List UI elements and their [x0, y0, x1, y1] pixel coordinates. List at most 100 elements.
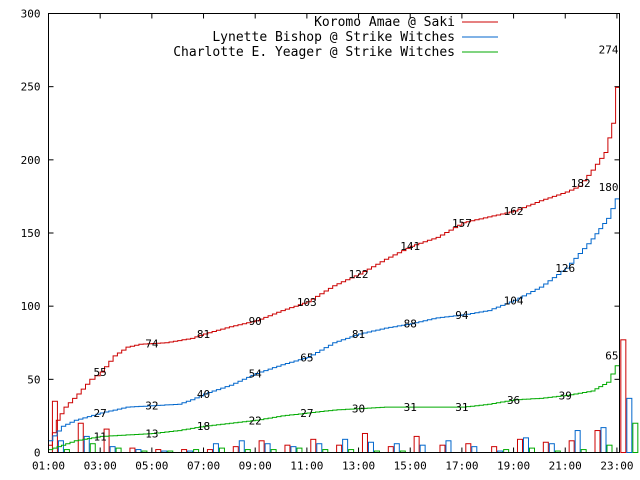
point-label: 27: [300, 407, 313, 420]
hourly-bar: [548, 443, 555, 454]
point-label: 74: [145, 337, 159, 350]
hourly-bar: [626, 397, 633, 453]
point-label: 182: [571, 177, 591, 190]
point-label: 81: [197, 328, 210, 341]
y-tick-label: 0: [34, 447, 41, 460]
plot-frame: [48, 13, 620, 453]
hourly-bar: [115, 447, 122, 453]
y-tick-label: 250: [21, 81, 41, 94]
hourly-bar: [606, 444, 613, 453]
hourly-bar: [218, 447, 225, 453]
point-label: 36: [507, 394, 520, 407]
x-tick-label: 19:00: [497, 460, 530, 473]
hourly-bar: [542, 441, 549, 453]
point-label: 90: [249, 315, 262, 328]
y-tick-label: 300: [21, 8, 41, 21]
hourly-bar: [342, 438, 349, 453]
y-tick-label: 150: [21, 227, 41, 240]
hourly-bar: [129, 447, 136, 453]
point-label: 13: [145, 427, 158, 440]
hourly-bar: [620, 339, 627, 453]
hourly-bar: [516, 438, 523, 453]
hourly-bar: [310, 438, 317, 453]
point-label: 31: [455, 401, 468, 414]
point-label: 31: [404, 401, 417, 414]
hourly-bar: [316, 443, 323, 454]
series-line: [48, 357, 620, 451]
point-label: 94: [455, 309, 469, 322]
point-label: 18: [197, 420, 210, 433]
hourly-bar: [574, 430, 581, 453]
y-tick-label: 200: [21, 154, 41, 167]
point-label: 180: [599, 181, 619, 194]
point-label: 162: [504, 205, 524, 218]
axis-ticks: [48, 13, 620, 453]
point-label: 32: [145, 400, 158, 413]
hourly-bar: [77, 422, 84, 454]
hourly-bars: [51, 339, 639, 454]
cumulative-lines: [48, 51, 620, 451]
hourly-bar: [632, 422, 639, 454]
point-label: 11: [94, 430, 107, 443]
hourly-bar: [238, 440, 245, 454]
hourly-bar: [471, 446, 478, 454]
point-label: 122: [349, 268, 369, 281]
x-tick-label: 13:00: [342, 460, 375, 473]
hourly-bar: [594, 430, 601, 453]
y-axis-labels: 0 50 100 150 200 250 300: [21, 8, 41, 460]
hourly-bar: [212, 443, 219, 454]
x-tick-label: 03:00: [84, 460, 117, 473]
hourly-bar: [568, 440, 575, 454]
point-label: 39: [559, 389, 572, 402]
x-tick-label: 01:00: [32, 460, 65, 473]
legend-label: Charlotte E. Yeager @ Strike Witches: [173, 45, 455, 60]
point-label: 81: [352, 328, 365, 341]
hourly-bar: [413, 435, 420, 453]
point-label: 55: [94, 366, 107, 379]
x-tick-label: 23:00: [600, 460, 633, 473]
x-tick-label: 11:00: [290, 460, 323, 473]
point-label: 54: [249, 367, 263, 380]
hourly-bar: [491, 446, 498, 454]
point-labels: 55 74 81 90 103 122 141 157 162 182 274 27 32 40 54 65 8…: [94, 44, 619, 444]
hourly-bar: [232, 446, 239, 454]
point-label: 22: [249, 414, 262, 427]
point-label: 40: [197, 388, 210, 401]
x-tick-label: 05:00: [135, 460, 168, 473]
hourly-bar: [600, 427, 607, 453]
series-line: [48, 51, 620, 446]
series-line: [48, 189, 620, 442]
point-label: 27: [94, 407, 107, 420]
hourly-bar: [393, 443, 400, 454]
hourly-bar: [387, 446, 394, 454]
x-tick-label: 21:00: [549, 460, 582, 473]
hourly-bar: [445, 440, 452, 454]
x-tick-label: 07:00: [187, 460, 220, 473]
point-label: 126: [555, 262, 575, 275]
hourly-bar: [290, 446, 297, 454]
point-label: 157: [452, 217, 472, 230]
legend-label: Koromo Amae @ Saki: [314, 15, 455, 30]
point-label: 65: [300, 351, 313, 364]
hourly-bar: [419, 444, 426, 453]
legend-label: Lynette Bishop @ Strike Witches: [212, 30, 455, 45]
hourly-bar: [367, 441, 374, 453]
hourly-bar: [361, 432, 368, 453]
point-label: 104: [504, 294, 524, 307]
point-label: 103: [297, 296, 317, 309]
hourly-bar: [284, 444, 291, 453]
y-tick-label: 50: [27, 373, 40, 386]
hourly-bar: [258, 440, 265, 454]
x-tick-label: 09:00: [239, 460, 272, 473]
hourly-bar: [109, 446, 116, 454]
hourly-bar: [522, 437, 529, 454]
point-label: 141: [400, 240, 420, 253]
point-label: 30: [352, 403, 365, 416]
hourly-bar: [264, 443, 271, 454]
hourly-bar: [439, 444, 446, 453]
hourly-bar: [528, 447, 535, 453]
hourly-bar: [465, 443, 472, 454]
hourly-bar: [89, 443, 96, 454]
